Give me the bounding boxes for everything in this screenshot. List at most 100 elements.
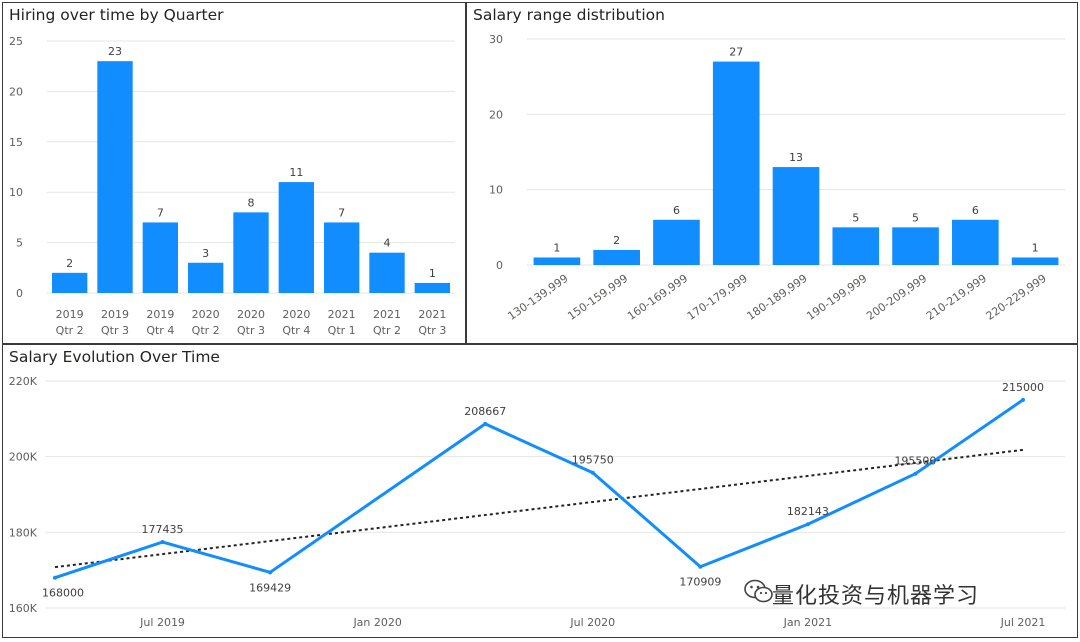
series-point <box>913 471 918 476</box>
y-tick-label: 0 <box>496 259 503 272</box>
series-point <box>805 522 810 527</box>
salary-evolution-chart-title: Salary Evolution Over Time <box>9 348 220 366</box>
x-tick-label: 220-229,999 <box>984 272 1049 323</box>
x-tick-label-year: 2021 <box>328 308 356 321</box>
data-label: 7 <box>338 206 345 219</box>
x-tick-label-year: 2020 <box>192 308 220 321</box>
series-point <box>160 540 165 545</box>
x-tick-label-quarter: Qtr 4 <box>282 324 310 337</box>
x-tick-label-year: 2019 <box>146 308 174 321</box>
x-tick-label: Jul 2020 <box>569 616 615 629</box>
y-tick-label: 20 <box>9 85 23 98</box>
x-tick-label-quarter: Qtr 3 <box>237 324 265 337</box>
data-label: 23 <box>108 45 122 58</box>
quarter-chart-title: Hiring over time by Quarter <box>9 6 224 24</box>
bar <box>712 61 760 265</box>
salary-evolution-chart-svg: 160K 180K 200K 220K Jul 2019 Jan 2020 Jul 2020… <box>9 375 1065 629</box>
x-tick-label: 160-169,999 <box>625 272 690 323</box>
x-tick-label-quarter: Qtr 3 <box>101 324 129 337</box>
series-point <box>698 564 703 569</box>
data-label: 5 <box>912 211 919 224</box>
bar <box>278 182 315 293</box>
series-point <box>1021 397 1025 402</box>
bar <box>369 252 405 293</box>
data-label: 2 <box>613 234 620 247</box>
x-tick-label-year: 2021 <box>373 308 401 321</box>
y-tick-label: 15 <box>9 136 23 149</box>
salary-range-chart-svg: 0 10 20 30 1 130-139,999 2 150-159,999 6 160-169,… <box>489 33 1065 323</box>
bar <box>323 222 360 293</box>
series-line <box>54 398 1024 580</box>
series-point <box>590 470 595 475</box>
data-label: 169429 <box>249 581 291 594</box>
bar <box>187 262 224 293</box>
data-label: 170909 <box>679 576 721 589</box>
x-tick-label: 180-189,999 <box>745 272 810 323</box>
data-label: 215000 <box>1002 381 1044 394</box>
wechat-icon <box>744 579 773 603</box>
x-tick-label-year: 2020 <box>237 308 265 321</box>
data-label: 11 <box>289 166 303 179</box>
bar <box>97 61 133 293</box>
x-tick-label: Jul 2019 <box>139 616 185 629</box>
data-label: 195500 <box>894 455 936 468</box>
quarter-chart-panel: Hiring over time by Quarter 0 5 10 15 20 25 2 2… <box>2 2 466 344</box>
y-tick-label: 160K <box>9 602 38 615</box>
y-tick-label: 25 <box>9 35 23 48</box>
y-tick-label: 200K <box>9 451 38 464</box>
x-tick-label-quarter: Qtr 2 <box>373 324 401 337</box>
series-point <box>268 570 273 575</box>
data-label: 3 <box>202 247 209 260</box>
data-label: 5 <box>852 211 859 224</box>
bar <box>892 227 939 265</box>
x-tick-label-year: 2021 <box>418 308 446 321</box>
y-tick-label: 0 <box>16 287 23 300</box>
data-label: 13 <box>789 151 803 164</box>
bar <box>653 219 700 265</box>
x-tick-label-year: 2020 <box>282 308 310 321</box>
x-tick-label-quarter: Qtr 3 <box>418 324 446 337</box>
x-tick-label-year: 2019 <box>101 308 129 321</box>
x-tick-label: Jan 2020 <box>352 616 401 629</box>
bar <box>51 272 88 293</box>
x-tick-label: 130-139,999 <box>505 272 570 323</box>
bar <box>593 249 640 265</box>
x-tick-label: Jul 2021 <box>1000 616 1046 629</box>
series-point <box>483 421 488 426</box>
y-tick-label: 5 <box>16 237 23 250</box>
data-label: 168000 <box>42 587 84 600</box>
bar <box>952 219 999 265</box>
salary-range-chart-title: Salary range distribution <box>473 6 665 24</box>
data-label: 1 <box>1032 241 1039 254</box>
y-tick-label: 10 <box>9 186 23 199</box>
data-label: 8 <box>248 196 255 209</box>
data-label: 1 <box>429 267 436 280</box>
x-tick-label-quarter: Qtr 1 <box>328 324 356 337</box>
bar <box>1011 257 1059 265</box>
y-tick-label: 20 <box>489 108 503 121</box>
x-tick-label-quarter: Qtr 4 <box>146 324 174 337</box>
x-tick-label-year: 2019 <box>56 308 84 321</box>
bar <box>832 227 880 265</box>
x-tick-label-quarter: Qtr 2 <box>192 324 220 337</box>
data-label: 4 <box>384 237 391 250</box>
trend-line <box>54 448 1024 569</box>
x-tick-label: 190-199,999 <box>804 272 869 323</box>
bar <box>533 257 581 265</box>
bar <box>233 212 269 293</box>
x-tick-label-quarter: Qtr 2 <box>56 324 84 337</box>
data-label: 27 <box>729 46 743 59</box>
x-tick-label: Jan 2021 <box>783 616 832 629</box>
y-tick-label: 220K <box>9 375 38 388</box>
x-tick-label: 200-209,999 <box>864 272 929 323</box>
salary-evolution-chart-panel: Salary Evolution Over Time 160K 180K 200K 2… <box>2 344 1078 638</box>
data-label: 2 <box>66 257 73 270</box>
series-point <box>53 575 57 580</box>
data-label: 195750 <box>572 454 614 467</box>
y-tick-label: 30 <box>489 33 503 46</box>
data-label: 6 <box>972 204 979 217</box>
y-tick-label: 10 <box>489 184 503 197</box>
data-label: 208667 <box>464 405 506 418</box>
watermark-text: 量化投资与机器学习 <box>772 584 980 609</box>
bar <box>414 282 451 293</box>
